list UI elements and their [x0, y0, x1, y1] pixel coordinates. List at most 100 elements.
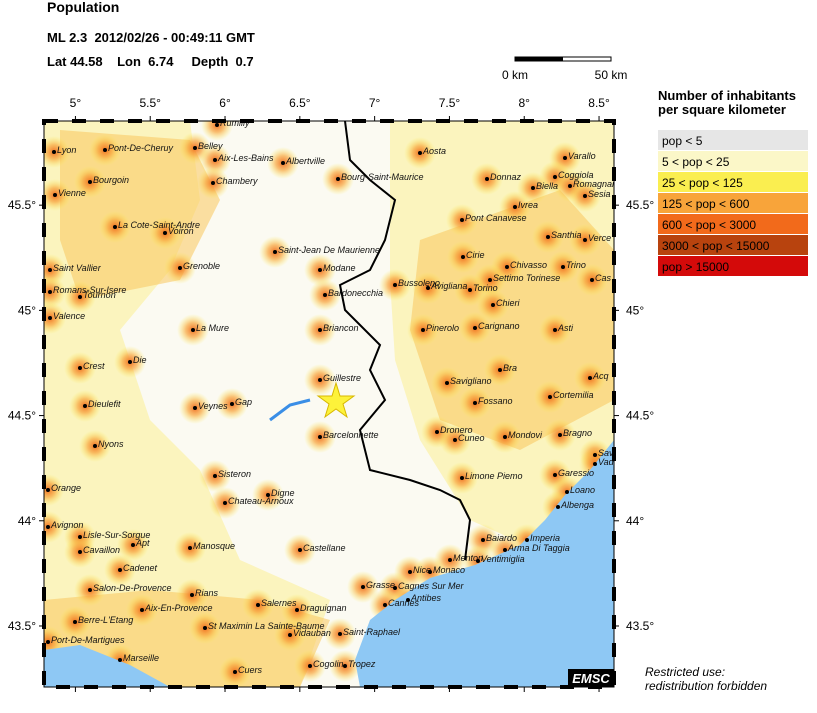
scale-end-label: 50 km	[595, 68, 628, 82]
lon-tick-label: 5.5°	[139, 96, 161, 110]
lat-tick-label: 44°	[626, 514, 644, 528]
city-dot	[531, 186, 535, 190]
city-label: Port-De-Martigues	[51, 635, 125, 645]
city-dot	[505, 265, 509, 269]
city-dot	[525, 538, 529, 542]
city-dot	[308, 664, 312, 668]
city-dot	[46, 640, 50, 644]
city-dot	[485, 177, 489, 181]
population-blob	[201, 121, 233, 141]
legend-label: pop > 15000	[662, 260, 729, 274]
city-dot	[593, 462, 597, 466]
city-dot	[588, 376, 592, 380]
city-label: Cadenet	[123, 563, 158, 573]
legend-title: Number of inhabitants	[658, 88, 796, 103]
city-label: Ivrea	[518, 200, 538, 210]
city-dot	[178, 266, 182, 270]
city-dot	[553, 175, 557, 179]
city-label: Menton	[453, 553, 483, 563]
city-label: Bourg-Saint-Maurice	[341, 172, 424, 182]
city-label: Avigliana	[430, 281, 467, 291]
legend-title: per square kilometer	[658, 102, 786, 117]
city-label: Crest	[83, 361, 105, 371]
city-label: Briancon	[323, 323, 359, 333]
city-dot	[393, 586, 397, 590]
city-dot	[193, 406, 197, 410]
legend-swatch	[658, 214, 808, 234]
national-border	[338, 121, 472, 561]
city-label: Imperia	[530, 533, 560, 543]
city-dot	[453, 438, 457, 442]
scale-bar: 0 km 50 km	[502, 56, 628, 82]
city-label: Settimo Torinese	[493, 273, 560, 283]
city-dot	[421, 328, 425, 332]
city-label: Trino	[566, 260, 586, 270]
city-label: Digne	[271, 488, 295, 498]
city-label: Sisteron	[218, 469, 251, 479]
city-dot	[583, 194, 587, 198]
lat-tick-label: 45.5°	[8, 198, 36, 212]
city-dot	[461, 255, 465, 259]
city-label: Aix-Les-Bains	[217, 153, 274, 163]
city-label: Grasse	[366, 580, 395, 590]
city-dot	[406, 598, 410, 602]
city-label: Cuers	[238, 665, 263, 675]
city-label: Cirie	[466, 250, 485, 260]
city-dot	[118, 568, 122, 572]
city-label: Torino	[473, 283, 498, 293]
city-dot	[361, 585, 365, 589]
city-label: Die	[133, 355, 147, 365]
city-label: Garessio	[558, 468, 594, 478]
city-label: Chieri	[496, 298, 521, 308]
city-dot	[468, 288, 472, 292]
legend-swatch	[658, 172, 808, 192]
city-dot	[46, 488, 50, 492]
city-label: Tournon	[83, 290, 116, 300]
population-blob	[44, 179, 71, 211]
city-dot	[568, 184, 572, 188]
city-dot	[103, 148, 107, 152]
city-label: Loano	[570, 485, 595, 495]
axis-ticks: 5° 5.5° 6° 6.5° 7° 7.5° 8° 8.5° 43.5° 43.5° 44° 44°…	[8, 96, 654, 692]
population-shading	[44, 121, 611, 687]
city-dot	[593, 453, 597, 457]
city-label: Chambery	[216, 176, 258, 186]
lon-tick-label: 8°	[518, 96, 530, 110]
sea	[355, 440, 614, 687]
city-dot	[223, 501, 227, 505]
city-dot	[448, 558, 452, 562]
city-dot	[211, 181, 215, 185]
city-label: Pont-De-Cheruy	[108, 143, 174, 153]
city-label: Valence	[53, 311, 85, 321]
city-dot	[318, 268, 322, 272]
city-label: Cannes	[388, 598, 420, 608]
city-label: Nice	[413, 565, 431, 575]
legend-swatch	[658, 151, 808, 171]
city-dot	[73, 620, 77, 624]
city-dot	[563, 156, 567, 160]
city-dot	[476, 559, 480, 563]
city-label: Acq	[592, 371, 609, 381]
city-dot	[546, 235, 550, 239]
city-dot	[583, 238, 587, 242]
population-blob	[44, 474, 64, 506]
city-label: Bardonecchia	[328, 288, 383, 298]
legend-label: 3000 < pop < 15000	[662, 239, 770, 253]
city-dot	[48, 316, 52, 320]
lon-tick-label: 7°	[369, 96, 381, 110]
legend-swatch	[658, 130, 808, 150]
city-label: Grenoble	[183, 261, 220, 271]
city-label: Fossano	[478, 396, 513, 406]
lat-tick-label: 43.5°	[8, 619, 36, 633]
sea-west	[44, 645, 170, 687]
city-label: Savigliano	[450, 376, 492, 386]
city-dot	[215, 123, 219, 127]
city-dot	[445, 381, 449, 385]
city-dot	[498, 368, 502, 372]
city-dot	[78, 366, 82, 370]
city-label: Guillestre	[323, 373, 361, 383]
city-label: Romans-Sur-Isere	[53, 285, 126, 295]
city-dot	[473, 401, 477, 405]
city-dot	[46, 525, 50, 529]
city-label: Carignano	[478, 321, 520, 331]
